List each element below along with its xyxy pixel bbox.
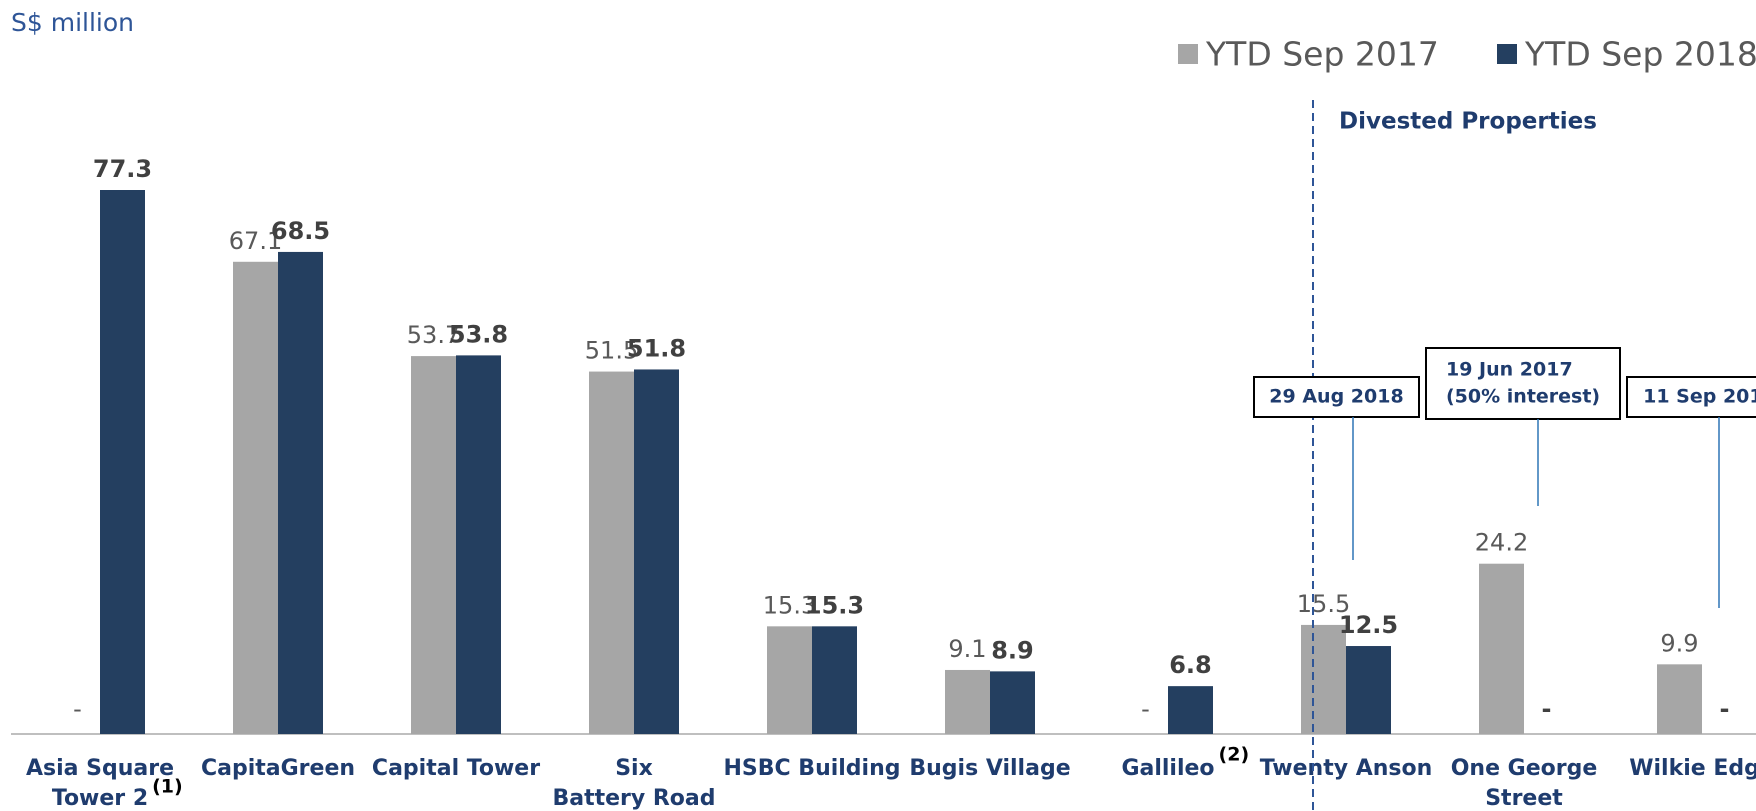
data-label: - <box>73 695 82 723</box>
data-label: 6.8 <box>1169 651 1212 679</box>
bar <box>945 669 990 734</box>
annotation-text: (50% interest) <box>1446 386 1600 408</box>
x-tick-label: Asia Square Tower 2 <box>26 756 174 811</box>
data-label: - <box>1720 695 1730 723</box>
bar <box>589 371 634 734</box>
data-label: 9.9 <box>1660 629 1698 657</box>
divider-label: Divested Properties <box>1339 109 1597 135</box>
legend-swatch <box>1497 44 1517 64</box>
legend-swatch <box>1178 44 1198 64</box>
annotation-box <box>1425 347 1621 420</box>
bar <box>767 626 812 734</box>
x-tick-label: Twenty Anson <box>1260 756 1433 781</box>
data-label: 15.5 <box>1297 590 1350 618</box>
bar <box>1301 624 1346 734</box>
bar <box>278 251 323 734</box>
category-note: (1) <box>152 776 183 798</box>
x-tick-label: Gallileo <box>1121 756 1214 781</box>
x-tick-label: CapitaGreen <box>201 756 355 781</box>
data-label: 24.2 <box>1475 529 1528 557</box>
bar <box>1657 664 1702 734</box>
bar <box>1346 646 1391 734</box>
x-tick-label: Wilkie Edge <box>1629 756 1756 781</box>
bar <box>634 369 679 734</box>
legend-label: YTD Sep 2017 <box>1205 35 1439 74</box>
data-label: 67.1 <box>229 227 282 255</box>
y-axis-label: S$ million <box>11 8 134 37</box>
bar <box>233 261 278 734</box>
bar <box>990 671 1035 734</box>
bar <box>100 190 145 735</box>
legend-label: YTD Sep 2018 <box>1524 35 1756 74</box>
x-tick-label: Six Battery Road <box>552 756 715 811</box>
data-label: 51.5 <box>585 337 638 365</box>
x-tick-label: HSBC Building <box>723 756 900 781</box>
bar <box>411 356 456 734</box>
bar <box>812 626 857 734</box>
annotation-text: 19 Jun 2017 <box>1446 359 1573 381</box>
annotation-text: 11 Sep 2018 <box>1643 386 1756 408</box>
data-label: 77.3 <box>93 155 152 183</box>
data-label: - <box>1542 695 1552 723</box>
bar <box>456 355 501 734</box>
x-tick-label: Capital Tower <box>372 756 540 781</box>
data-label: 53.7 <box>407 321 460 349</box>
annotation-box <box>1626 376 1756 418</box>
data-label: 12.5 <box>1339 611 1398 639</box>
data-label: 53.8 <box>449 320 508 348</box>
bar <box>1168 686 1213 734</box>
data-label: 15.3 <box>805 591 864 619</box>
annotation-box <box>1253 376 1420 418</box>
data-label: 9.1 <box>948 635 986 663</box>
data-label: - <box>1141 695 1150 723</box>
data-label: 15.3 <box>763 591 816 619</box>
data-label: 68.5 <box>271 217 330 245</box>
bar <box>1479 563 1524 734</box>
x-tick-label: Bugis Village <box>909 756 1070 781</box>
category-note: (2) <box>1219 744 1250 766</box>
data-label: 51.8 <box>627 334 686 362</box>
x-tick-label: One George Street <box>1451 756 1598 811</box>
data-label: 8.9 <box>991 636 1034 664</box>
annotation-text: 29 Aug 2018 <box>1269 386 1403 408</box>
